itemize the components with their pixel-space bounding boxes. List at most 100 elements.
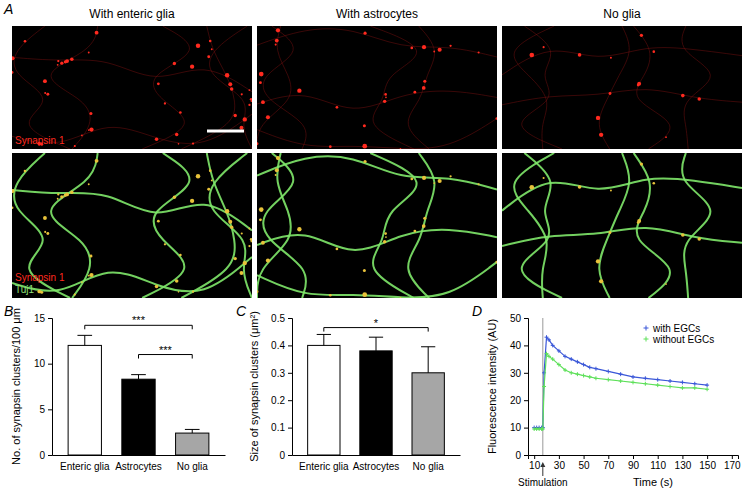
synapsin-puncta bbox=[250, 238, 252, 241]
figure: AWith enteric gliaSynapsin 1Synapsin 1Tu… bbox=[0, 0, 750, 492]
series-marker bbox=[542, 385, 546, 389]
synapsin-puncta bbox=[422, 176, 426, 180]
neurite bbox=[263, 153, 306, 298]
synapsin-puncta bbox=[640, 162, 643, 165]
series-marker bbox=[619, 379, 623, 383]
series-marker bbox=[541, 427, 545, 431]
synapsin-puncta bbox=[383, 100, 386, 103]
tick: 0.5 bbox=[271, 313, 292, 324]
error-bar-stem bbox=[192, 429, 193, 433]
synapsin-puncta bbox=[599, 133, 603, 137]
synapsin-puncta bbox=[88, 52, 90, 54]
synapsin-puncta bbox=[383, 240, 386, 243]
synapsin-puncta bbox=[196, 174, 200, 178]
synapsin-puncta bbox=[43, 216, 47, 220]
micrograph-background bbox=[12, 153, 252, 298]
x-axis: 1030507090110130150170 bbox=[529, 455, 742, 471]
synapsin-puncta bbox=[363, 160, 366, 163]
series-marker bbox=[619, 372, 623, 376]
synapsin-puncta bbox=[543, 46, 545, 48]
bar bbox=[360, 351, 392, 455]
tick: 170 bbox=[724, 455, 741, 471]
tick-mark bbox=[682, 455, 683, 459]
tick-label: 0 bbox=[515, 450, 521, 461]
tick-mark bbox=[48, 364, 52, 365]
error-bar bbox=[369, 337, 383, 351]
synapsin-puncta bbox=[385, 96, 387, 98]
neurite bbox=[599, 153, 629, 298]
panel-letter: D bbox=[472, 303, 482, 319]
tick-label: 0.2 bbox=[271, 395, 285, 406]
column-title: With astrocytes bbox=[336, 7, 418, 21]
synapsin-puncta bbox=[363, 32, 366, 35]
synapsin-puncta bbox=[164, 243, 166, 245]
micrograph-background bbox=[257, 26, 497, 149]
series-marker bbox=[557, 363, 561, 367]
synapsin-puncta bbox=[89, 255, 92, 258]
neurite bbox=[370, 153, 416, 298]
synapsin-puncta bbox=[225, 209, 229, 213]
micrograph-background bbox=[502, 153, 742, 298]
significance-label: *** bbox=[159, 344, 173, 356]
plot-marks bbox=[308, 334, 445, 455]
neurite bbox=[257, 91, 497, 108]
synapsin-puncta bbox=[257, 290, 258, 293]
tick: 10 bbox=[529, 455, 541, 471]
synapsin-puncta bbox=[57, 60, 59, 62]
series-marker bbox=[606, 369, 610, 373]
synapsin-puncta bbox=[89, 127, 93, 131]
tick: 20 bbox=[510, 395, 528, 406]
synapsin-puncta bbox=[196, 44, 200, 48]
neurite bbox=[408, 26, 434, 149]
synapsin-puncta bbox=[261, 100, 265, 104]
tick-label: 30 bbox=[510, 368, 522, 379]
synapsin-puncta bbox=[243, 261, 247, 265]
significance-bracket: *** bbox=[85, 314, 192, 329]
synapsin-puncta bbox=[157, 82, 160, 85]
synapsin-puncta bbox=[230, 87, 233, 90]
tick: 0 bbox=[39, 450, 52, 461]
neurite bbox=[634, 26, 670, 149]
y-axis: 01020304050 bbox=[510, 313, 529, 461]
synapsin-puncta bbox=[259, 81, 262, 84]
synapsin-puncta bbox=[400, 148, 402, 149]
tick: 70 bbox=[603, 455, 615, 471]
series-line bbox=[534, 354, 707, 429]
synapsin-puncta bbox=[637, 84, 640, 87]
legend: with EGCswithout EGCs bbox=[644, 323, 715, 345]
synapsin-puncta bbox=[275, 168, 279, 172]
synapsin-puncta bbox=[653, 50, 656, 53]
axis-line bbox=[529, 456, 739, 460]
tick: Astrocytes bbox=[353, 455, 400, 472]
synapsin-puncta bbox=[173, 62, 176, 65]
error-bar-cap bbox=[317, 334, 331, 335]
synapsin-puncta bbox=[610, 189, 612, 191]
tick-mark bbox=[288, 318, 292, 319]
neurite bbox=[257, 26, 291, 149]
synapsin-puncta bbox=[438, 179, 442, 183]
error-bar-cap bbox=[77, 335, 92, 336]
tick-mark bbox=[288, 428, 292, 429]
synapsin-puncta bbox=[211, 48, 213, 50]
neurite bbox=[257, 153, 291, 298]
y-axis-title: Size of synapsin clusters (μm²) bbox=[248, 311, 260, 462]
tick-label: 30 bbox=[554, 460, 566, 471]
tick-mark bbox=[524, 345, 528, 346]
tick-mark bbox=[288, 455, 292, 456]
error-bar-stem bbox=[323, 334, 324, 345]
series-marker bbox=[606, 378, 610, 382]
neurite bbox=[257, 156, 497, 189]
tick-mark bbox=[524, 318, 528, 319]
synapsin-puncta bbox=[275, 174, 277, 176]
error-bar bbox=[131, 375, 146, 380]
tick: 0.4 bbox=[271, 340, 292, 351]
annotation-label: Stimulation bbox=[518, 477, 567, 488]
plot-marks bbox=[68, 335, 209, 455]
series-marker bbox=[680, 386, 684, 390]
x-axis: Enteric gliaAstrocytesNo glia bbox=[53, 455, 226, 472]
neurite bbox=[257, 262, 497, 298]
synapsin-puncta bbox=[190, 199, 194, 203]
bar bbox=[308, 345, 340, 455]
synapsin-puncta bbox=[207, 188, 210, 191]
synapsin-puncta bbox=[297, 88, 301, 92]
